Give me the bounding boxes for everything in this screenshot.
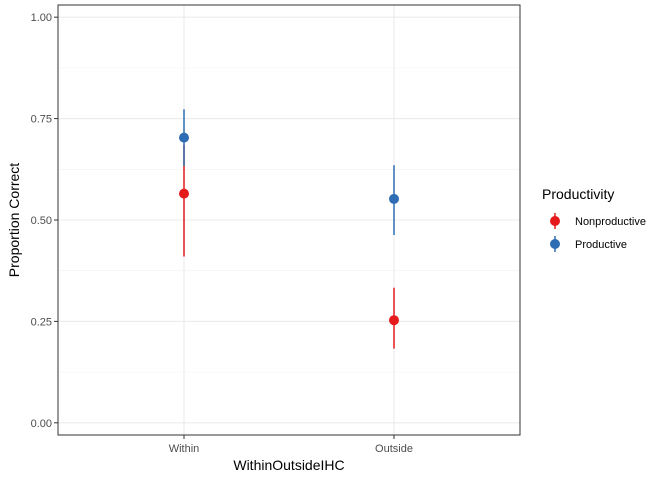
y-tick-label: 0.75	[31, 114, 52, 126]
legend-label: Productive	[575, 239, 627, 251]
y-tick-label: 0.25	[31, 316, 52, 328]
y-tick-label: 1.00	[31, 12, 52, 24]
y-tick-label: 0.50	[31, 215, 52, 227]
data-point	[179, 188, 189, 199]
y-tick-label: 0.00	[31, 418, 52, 430]
legend-label: Nonproductive	[575, 216, 646, 228]
data-point	[179, 132, 189, 143]
legend-items: Nonproductive Productive	[550, 213, 646, 252]
y-axis-title: Proportion Correct	[6, 163, 22, 277]
x-tick-label: Within	[169, 443, 200, 455]
data-point	[389, 193, 399, 204]
y-axis: 0.00 0.25 0.50 0.75 1.00	[31, 12, 58, 430]
data-marks	[179, 109, 399, 349]
x-axis: Within Outside	[169, 435, 413, 455]
x-axis-title: WithinOutsideIHC	[233, 457, 344, 473]
legend: Productivity Nonproductive Productive	[542, 186, 646, 252]
legend-key-point	[550, 216, 560, 226]
data-point	[389, 315, 399, 326]
x-tick-label: Outside	[375, 443, 413, 455]
legend-key-point	[550, 239, 560, 249]
minor-gridlines	[58, 67, 520, 373]
legend-title: Productivity	[542, 186, 614, 202]
